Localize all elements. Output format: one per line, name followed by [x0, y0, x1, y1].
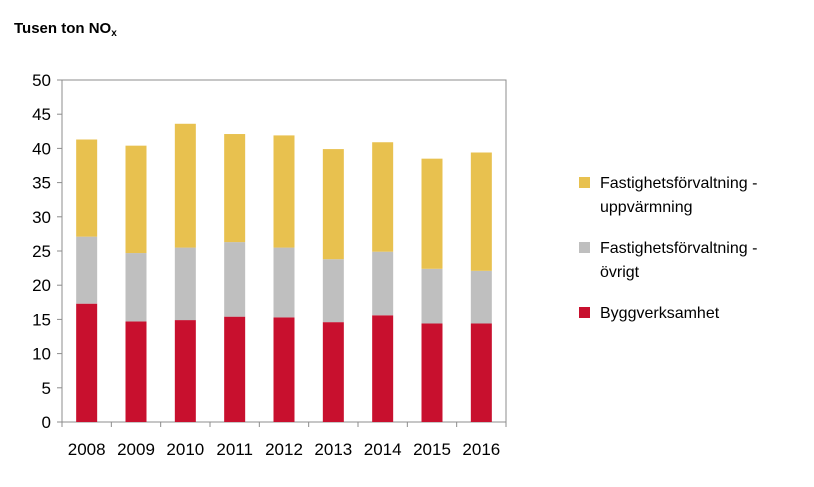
bar-2015-series-1 — [421, 268, 443, 324]
bar-2009-series-2 — [125, 145, 147, 254]
legend-swatch — [579, 307, 590, 318]
bar-2016-series-2 — [470, 152, 492, 271]
y-tick-label: 25 — [32, 242, 51, 261]
bar-2014-series-1 — [372, 251, 394, 316]
x-tick-label: 2010 — [166, 440, 204, 459]
y-tick-label: 30 — [32, 208, 51, 227]
x-tick-label: 2013 — [314, 440, 352, 459]
legend-label: Fastighetsförvaltning - — [600, 175, 757, 192]
bar-2014-series-0 — [372, 315, 394, 422]
y-tick-label: 50 — [32, 71, 51, 90]
bar-2012-series-1 — [273, 247, 295, 318]
y-tick-label: 10 — [32, 345, 51, 364]
bar-2009-series-0 — [125, 321, 147, 422]
bar-2015-series-0 — [421, 323, 443, 422]
x-tick-label: 2008 — [68, 440, 106, 459]
y-tick-label: 15 — [32, 310, 51, 329]
bar-2012-series-2 — [273, 135, 295, 248]
bar-2009-series-1 — [125, 253, 147, 322]
bar-2011-series-2 — [224, 134, 246, 243]
y-tick-label: 45 — [32, 105, 51, 124]
bar-2010-series-1 — [174, 247, 196, 321]
chart-title-subscript: x — [111, 28, 117, 39]
x-tick-label: 2009 — [117, 440, 155, 459]
y-tick-label: 5 — [42, 379, 51, 398]
y-tick-label: 40 — [32, 139, 51, 158]
legend-label: Fastighetsförvaltning - — [600, 240, 757, 257]
bar-2013-series-1 — [322, 259, 344, 323]
bar-2013-series-2 — [322, 149, 344, 260]
y-tick-label: 20 — [32, 276, 51, 295]
y-tick-label: 0 — [42, 413, 51, 432]
chart-title-text: Tusen ton NO — [14, 20, 112, 37]
legend-label: uppvärmning — [600, 199, 693, 216]
bar-2013-series-0 — [322, 322, 344, 422]
y-tick-label: 35 — [32, 174, 51, 193]
x-tick-label: 2014 — [364, 440, 402, 459]
x-tick-label: 2011 — [216, 440, 253, 459]
bar-2008-series-1 — [76, 236, 98, 304]
bar-2011-series-1 — [224, 242, 246, 317]
plot-area: 0 5 10 15 20 25 30 35 40 45 50 2008 2009 2010 2011 2012… — [32, 71, 507, 459]
bar-2014-series-2 — [372, 142, 394, 252]
legend-swatch — [579, 177, 590, 188]
legend: Fastighetsförvaltning - uppvärmning Fastig… — [579, 175, 757, 322]
bar-2008-series-0 — [76, 303, 98, 422]
legend-swatch — [579, 242, 590, 253]
bar-2011-series-0 — [224, 316, 246, 422]
x-tick-label: 2015 — [413, 440, 451, 459]
bar-2010-series-2 — [174, 123, 196, 248]
bar-2010-series-0 — [174, 320, 196, 422]
bar-2015-series-2 — [421, 158, 443, 269]
chart-title: Tusen ton NOx — [14, 20, 117, 39]
x-tick-label: 2012 — [265, 440, 303, 459]
legend-label: övrigt — [600, 264, 640, 281]
x-tick-label: 2016 — [462, 440, 500, 459]
bar-2016-series-1 — [470, 270, 492, 324]
bar-2016-series-0 — [470, 323, 492, 422]
bar-2012-series-0 — [273, 317, 295, 422]
bar-2008-series-2 — [76, 139, 98, 237]
legend-label: Byggverksamhet — [600, 305, 720, 322]
